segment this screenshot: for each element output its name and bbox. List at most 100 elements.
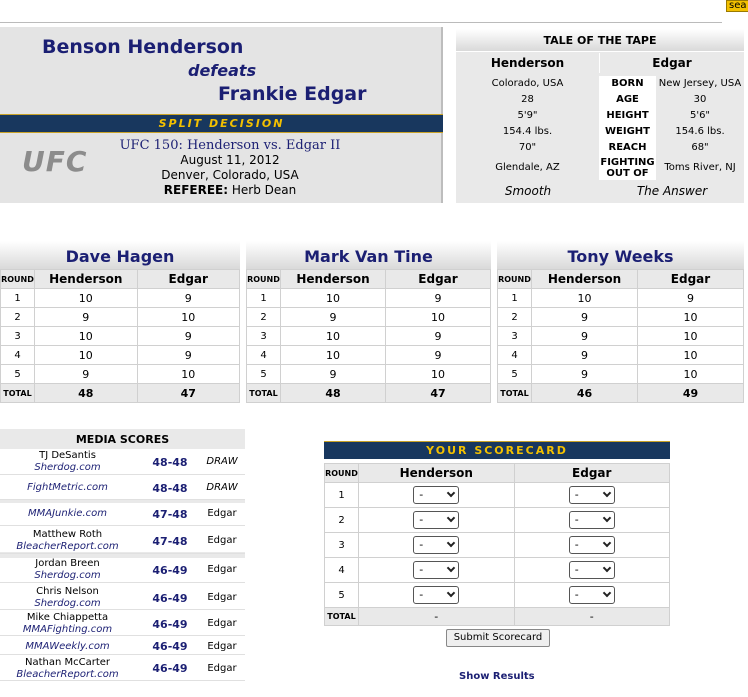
tape-value-f2: Toms River, NJ [664,162,736,173]
select-value: - [419,538,424,551]
select-value: - [574,538,579,551]
media-outlet[interactable]: MMAWeekly.com [25,640,110,652]
media-outlet[interactable]: Sherdog.com [34,570,101,581]
submit-scorecard-button[interactable]: Submit Scorecard [446,629,550,647]
score-henderson: 10 [280,326,386,346]
edgar-score-select[interactable]: - [568,511,615,529]
select-value: - [574,563,579,576]
score-edgar: 10 [385,307,491,327]
round-header: ROUND [497,269,532,289]
score-edgar: 10 [136,307,240,327]
henderson-score-select[interactable]: - [413,561,460,579]
round-number: 3 [246,326,281,346]
edgar-score-select[interactable]: - [568,486,615,504]
media-score[interactable]: 46-49 [152,591,188,605]
henderson-score-select[interactable]: - [413,486,460,504]
media-result: Edgar [207,592,237,603]
media-outlet[interactable]: MMAJunkie.com [28,508,107,519]
tape-label: WEIGHT [599,124,656,140]
media-score[interactable]: 46-49 [152,617,188,631]
tape-row: Colorado, USA BORN New Jersey, USA [456,76,744,92]
media-outlet[interactable]: FightMetric.com [27,482,108,493]
media-score[interactable]: 47-48 [152,507,188,521]
media-result: Edgar [207,662,237,674]
tape-label: BORN [599,76,656,92]
tape-nicknames-row: Smooth The Answer [456,180,744,202]
henderson-score-select[interactable]: - [413,536,460,554]
media-score[interactable]: 48-48 [152,481,188,495]
media-score[interactable]: 46-49 [152,640,188,653]
judge-round-row: 1 10 9 [0,288,240,308]
media-writer: Jordan Breen [35,558,100,569]
tape-row: 70" REACH 68" [456,140,744,156]
score-edgar: 10 [637,326,744,346]
round-header: ROUND [324,463,359,483]
media-outlet[interactable]: BleacherReport.com [16,541,119,552]
tape-value-f1: 70" [518,142,537,153]
round-number: 5 [0,364,35,384]
judge-name: Mark Van Tine [246,241,491,269]
judge-name: Tony Weeks [497,241,744,269]
chevron-down-icon [602,488,611,498]
total-henderson: - [358,607,515,626]
media-outlet[interactable]: Sherdog.com [34,598,101,609]
judge-name: Dave Hagen [0,241,240,269]
tape-value-f2: 154.6 lbs. [675,126,725,137]
media-writer: Mike Chiappetta [26,612,109,623]
search-button[interactable]: sea [726,0,748,12]
select-value: - [419,488,424,501]
event-name[interactable]: UFC 150: Henderson vs. Edgar II [119,138,341,153]
round-number: 2 [246,307,281,327]
media-source: Jordan Breen Sherdog.com [0,558,135,582]
round-number: 5 [324,582,359,608]
media-outlet[interactable]: Sherdog.com [34,462,101,473]
score-henderson: 10 [34,326,138,346]
round-number: 3 [324,532,359,558]
round-number: 2 [497,307,532,327]
media-outlet[interactable]: MMAFighting.com [22,624,113,635]
media-source: MMAJunkie.com [0,508,135,520]
event-date: August 11, 2012 [180,153,280,167]
score-henderson: 10 [280,345,386,365]
score-henderson: 10 [34,288,138,308]
media-source: Mike Chiappetta MMAFighting.com [0,612,135,636]
round-number: 1 [324,482,359,508]
loser-name: Frankie Edgar [218,83,367,105]
select-value: - [574,588,579,601]
media-score[interactable]: 46-49 [152,563,188,577]
edgar-score-select[interactable]: - [568,586,615,604]
score-henderson: 9 [34,364,138,384]
media-score[interactable]: 47-48 [152,534,188,548]
media-score-row: FightMetric.com 48-48 DRAW [0,476,245,500]
col-henderson: Henderson [34,269,138,289]
tape-value-f2: 30 [693,94,707,105]
scorecard-round-row: 4 - - [324,557,670,583]
score-edgar: 10 [637,345,744,365]
chevron-down-icon [447,588,456,598]
media-writer: Nathan McCarter [24,656,111,668]
henderson-score-select[interactable]: - [413,586,460,604]
chevron-down-icon [447,563,456,573]
edgar-score-select[interactable]: - [568,536,615,554]
tape-title: TALE OF THE TAPE [456,29,744,52]
chevron-down-icon [602,538,611,548]
henderson-score-select[interactable]: - [413,511,460,529]
event-info: UFC 150: Henderson vs. Edgar II August 1… [100,138,360,198]
media-outlet[interactable]: BleacherReport.com [16,668,119,680]
round-number: 4 [0,345,35,365]
show-results-link[interactable]: Show Results [459,671,535,682]
chevron-down-icon [602,588,611,598]
tape-row: 154.4 lbs. WEIGHT 154.6 lbs. [456,124,744,140]
scorecard-total-row: TOTAL - - [324,607,670,626]
media-score[interactable]: 46-49 [152,662,188,675]
score-edgar: 9 [385,326,491,346]
score-henderson: 9 [531,345,638,365]
tape-value-f2: 5'6" [689,110,711,121]
media-group-divider [0,552,245,558]
scorecard-round-row: 1 - - [324,482,670,508]
chevron-down-icon [602,563,611,573]
chevron-down-icon [447,488,456,498]
media-score[interactable]: 48-48 [152,455,188,469]
edgar-score-select[interactable]: - [568,561,615,579]
tape-row: 28 AGE 30 [456,92,744,108]
